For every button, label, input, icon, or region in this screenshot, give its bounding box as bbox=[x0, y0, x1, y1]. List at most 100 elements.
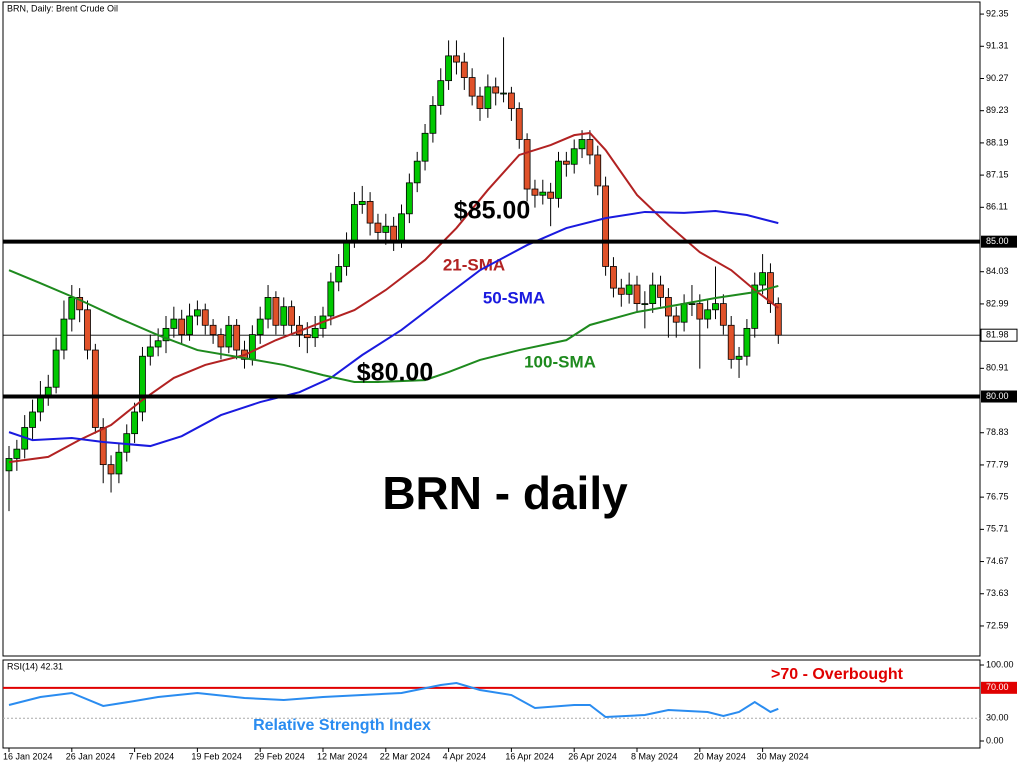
candle-body bbox=[76, 297, 84, 311]
candle-body bbox=[154, 340, 162, 348]
candle-body bbox=[735, 355, 743, 360]
candle-body bbox=[610, 266, 617, 289]
candle-body bbox=[602, 185, 609, 267]
candle-body bbox=[421, 132, 429, 162]
candle-body bbox=[201, 309, 209, 326]
candle-body bbox=[193, 309, 201, 317]
sma-line bbox=[8, 269, 779, 383]
candle-body bbox=[704, 309, 712, 320]
candle-body bbox=[413, 160, 421, 184]
candle-body bbox=[272, 297, 280, 326]
candle-body bbox=[343, 241, 350, 267]
level-annotation: $85.00 bbox=[454, 197, 530, 225]
y-tick-label: 74.67 bbox=[986, 556, 1009, 566]
candle-body bbox=[751, 284, 759, 329]
candle-body bbox=[492, 86, 500, 94]
x-tick-label: 20 May 2024 bbox=[694, 751, 746, 761]
x-tick-label: 7 Feb 2024 bbox=[129, 751, 175, 761]
candle-body bbox=[390, 225, 398, 243]
candle-body bbox=[162, 327, 170, 342]
candle-body bbox=[84, 309, 91, 351]
y-tick-label: 87.15 bbox=[986, 169, 1009, 179]
candle-body bbox=[641, 303, 649, 306]
y-tick-label: 78.83 bbox=[986, 427, 1009, 437]
rsi-level-box bbox=[981, 681, 1017, 694]
candle-body bbox=[688, 303, 696, 306]
sma-label: 50-SMA bbox=[483, 288, 545, 307]
sma-line bbox=[8, 210, 779, 448]
candle-body bbox=[672, 315, 680, 323]
rsi-tick-label: 0.00 bbox=[986, 735, 1004, 745]
y-tick-label: 75.71 bbox=[986, 524, 1009, 534]
candle-body bbox=[52, 349, 60, 388]
candle-body bbox=[350, 204, 358, 243]
rsi-level-label: 30.00 bbox=[986, 713, 1009, 723]
y-tick-label: 77.79 bbox=[986, 459, 1009, 469]
y-tick-label: 73.63 bbox=[986, 588, 1009, 598]
candle-body bbox=[578, 139, 586, 150]
level-label: 85.00 bbox=[986, 236, 1009, 246]
candle-body bbox=[91, 349, 99, 428]
x-tick-label: 4 Apr 2024 bbox=[443, 751, 487, 761]
candle-body bbox=[625, 284, 633, 295]
candle-body bbox=[374, 222, 382, 233]
candle-body bbox=[515, 108, 523, 140]
rsi-title: RSI(14) 42.31 bbox=[7, 661, 63, 671]
y-tick-label: 72.59 bbox=[986, 620, 1009, 630]
y-tick-label: 80.91 bbox=[986, 363, 1009, 373]
candle-body bbox=[280, 306, 288, 326]
candle-body bbox=[743, 327, 751, 357]
candle-body bbox=[484, 86, 492, 109]
candle-body bbox=[680, 303, 688, 323]
candle-body bbox=[437, 80, 445, 106]
candle-body bbox=[68, 297, 76, 320]
y-tick-label: 90.27 bbox=[986, 73, 1009, 83]
candle-body bbox=[303, 334, 311, 339]
candle-body bbox=[594, 154, 602, 187]
level-box bbox=[981, 235, 1017, 248]
candle-body bbox=[178, 318, 186, 335]
x-tick-label: 16 Apr 2024 bbox=[505, 751, 554, 761]
candle-body bbox=[264, 297, 272, 320]
candle-body bbox=[727, 324, 735, 360]
candle-body bbox=[774, 303, 782, 336]
candle-body bbox=[657, 284, 664, 298]
candle-body bbox=[468, 77, 476, 97]
candle-body bbox=[335, 266, 343, 283]
y-tick-label: 92.35 bbox=[986, 8, 1009, 18]
candle-body bbox=[570, 148, 578, 165]
candle-body bbox=[696, 303, 704, 320]
candle-body bbox=[633, 284, 641, 305]
candle-body bbox=[366, 201, 374, 224]
y-tick-label: 86.11 bbox=[986, 202, 1008, 212]
y-tick-label: 91.31 bbox=[986, 41, 1009, 51]
candle-body bbox=[29, 411, 36, 428]
candle-body bbox=[170, 318, 178, 329]
last-price-box bbox=[980, 328, 1018, 342]
candle-body bbox=[586, 139, 594, 156]
candle-body bbox=[531, 188, 539, 196]
candle-body bbox=[311, 327, 319, 339]
rsi-pane bbox=[2, 659, 981, 749]
candle-body bbox=[712, 303, 719, 311]
candle-body bbox=[429, 105, 437, 134]
y-tick-label: 84.03 bbox=[986, 266, 1009, 276]
candle-body bbox=[37, 396, 44, 413]
candle-body bbox=[523, 139, 531, 190]
candle-body bbox=[358, 201, 366, 205]
y-tick-label: 82.99 bbox=[986, 298, 1009, 308]
candle-body bbox=[186, 315, 193, 335]
candle-body bbox=[500, 92, 507, 95]
x-tick-label: 19 Feb 2024 bbox=[191, 751, 242, 761]
candle-body bbox=[507, 92, 515, 109]
rsi-level-label: 70.00 bbox=[986, 682, 1009, 692]
main-pane bbox=[2, 1, 981, 657]
candle-body bbox=[115, 451, 123, 475]
candle-body bbox=[139, 355, 146, 413]
candle-body bbox=[327, 281, 335, 317]
level-label: 80.00 bbox=[986, 391, 1009, 401]
sma-label: 21-SMA bbox=[443, 255, 505, 274]
level-box bbox=[981, 390, 1017, 403]
candle-body bbox=[225, 324, 233, 348]
